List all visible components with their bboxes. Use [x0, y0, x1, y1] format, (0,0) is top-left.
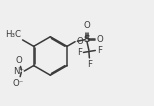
Text: F: F: [87, 60, 92, 69]
Text: F: F: [77, 48, 82, 57]
Text: O⁻: O⁻: [12, 79, 24, 88]
Text: H₃C: H₃C: [6, 30, 22, 39]
Text: O: O: [16, 56, 23, 65]
Text: O: O: [76, 37, 83, 46]
Text: S: S: [84, 35, 90, 44]
Text: F: F: [97, 46, 102, 55]
Text: O: O: [83, 21, 90, 30]
Text: N⁺: N⁺: [13, 66, 24, 75]
Text: O: O: [97, 35, 104, 44]
